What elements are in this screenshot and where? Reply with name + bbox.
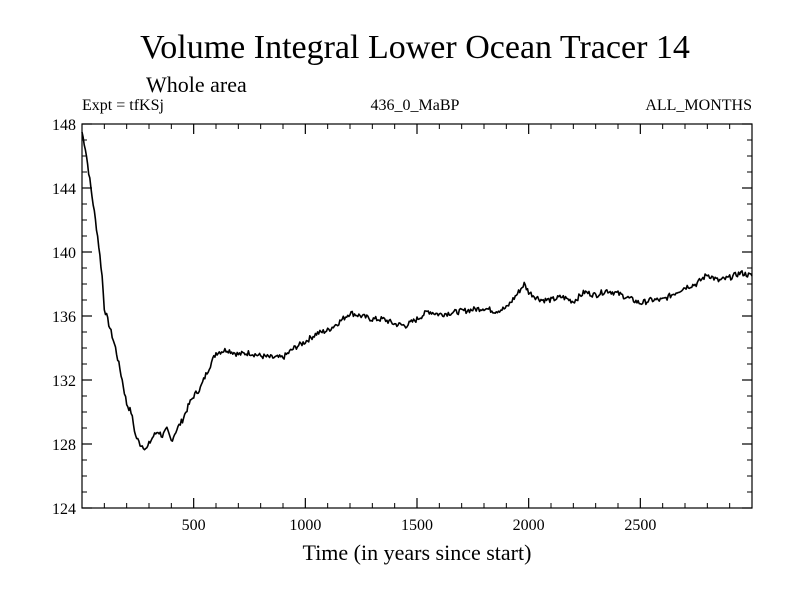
tick-labels: 500 1000 1500 2000 2500 124 128 132 136 140 144 148 xyxy=(52,117,656,534)
plot-frame xyxy=(81,123,753,509)
y-tick-label: 144 xyxy=(52,181,76,198)
y-tick-label: 148 xyxy=(52,117,76,134)
x-tick-label: 2500 xyxy=(624,517,656,534)
y-tick-label: 128 xyxy=(52,437,76,454)
x-tick-label: 1000 xyxy=(289,517,321,534)
chart-subtitle: Whole area xyxy=(146,72,247,97)
chart-title: Volume Integral Lower Ocean Tracer 14 xyxy=(140,29,690,66)
x-tick-label: 2000 xyxy=(513,517,545,534)
x-tick-label: 500 xyxy=(182,517,206,534)
y-tick-label: 136 xyxy=(52,309,76,326)
minor-ticks xyxy=(82,124,752,508)
y-tick-label: 140 xyxy=(52,245,76,262)
x-tick-label: 1500 xyxy=(401,517,433,534)
y-tick-label: 124 xyxy=(52,501,76,518)
months-label: ALL_MONTHS xyxy=(645,97,752,114)
period-label: 436_0_MaBP xyxy=(371,97,460,114)
y-tick-label: 132 xyxy=(52,373,76,390)
expt-label: Expt = tfKSj xyxy=(82,97,164,114)
series-group xyxy=(81,131,753,451)
x-axis-label: Time (in years since start) xyxy=(303,540,532,565)
series-line xyxy=(81,131,753,451)
major-ticks xyxy=(82,123,752,509)
